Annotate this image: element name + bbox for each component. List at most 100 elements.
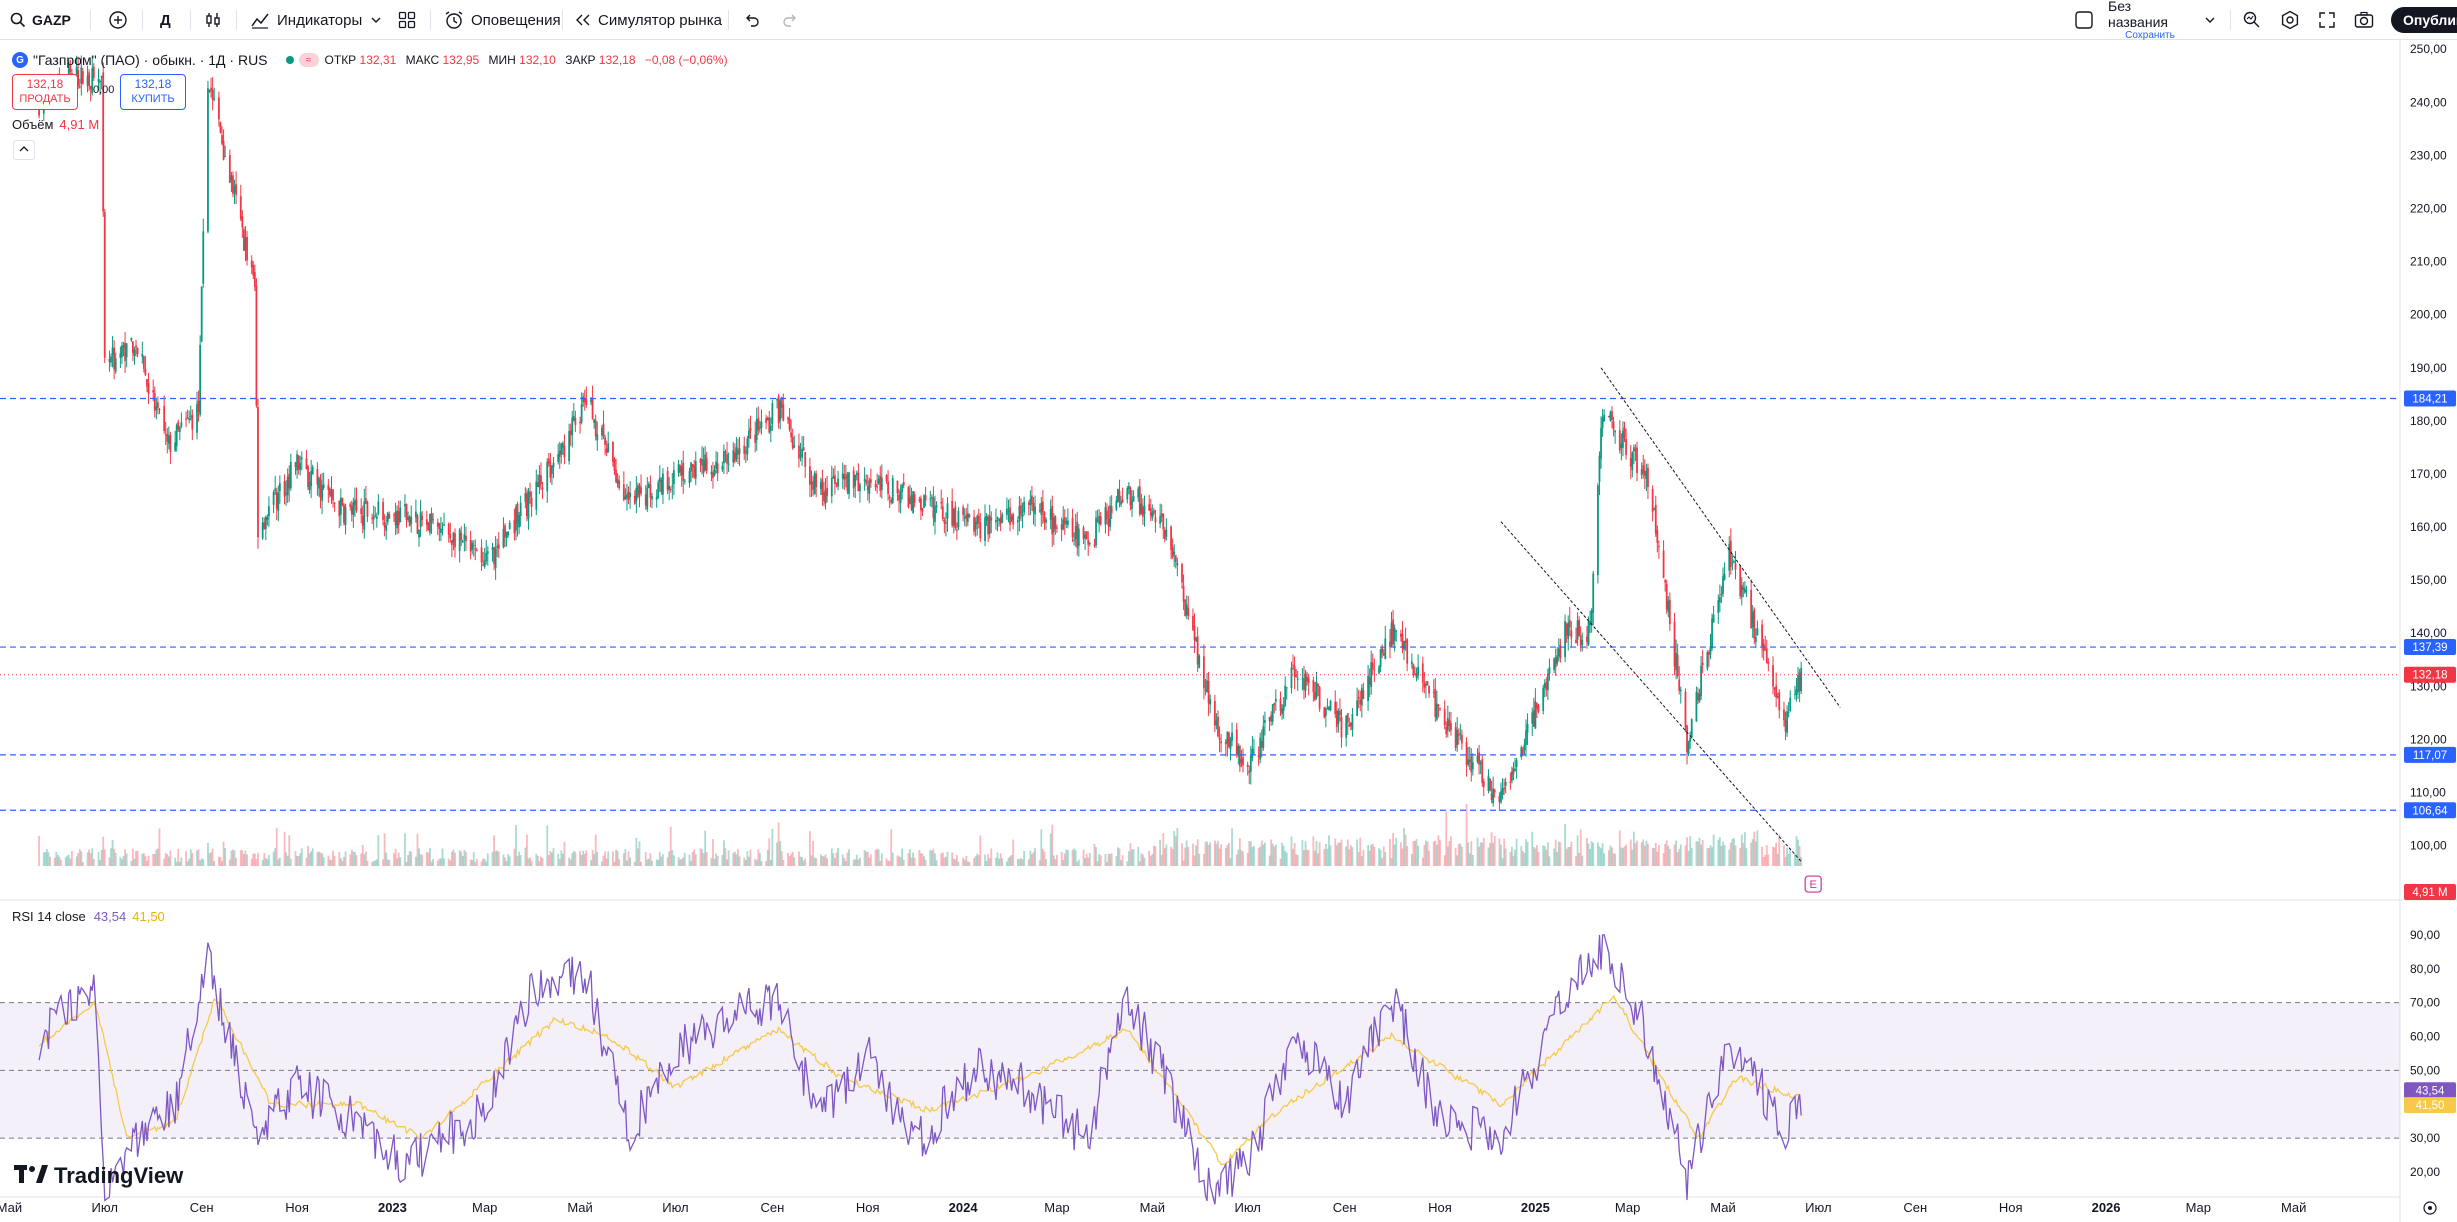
time-axis-label: Мар	[2186, 1200, 2211, 1215]
volume-bar	[669, 826, 672, 866]
bar-style-button[interactable]	[204, 0, 222, 40]
volume-bar	[1110, 853, 1113, 866]
candle-body	[69, 65, 72, 73]
candle-body	[690, 462, 692, 472]
volume-bar	[88, 849, 91, 866]
rsi-legend[interactable]: RSI 14 close 43,54 41,50	[12, 909, 165, 924]
volume-bar	[1773, 847, 1776, 866]
compare-button[interactable]	[108, 0, 128, 40]
candle-body	[699, 458, 702, 463]
volume-bar	[1446, 846, 1449, 866]
volume-bar	[497, 851, 500, 866]
candle-body	[1041, 501, 1044, 512]
volume-bar	[866, 851, 869, 866]
candle-body	[1490, 793, 1493, 800]
candle-body	[973, 516, 975, 532]
volume-bar	[1784, 856, 1787, 866]
quick-search-button[interactable]	[2242, 0, 2262, 40]
volume-bar	[624, 849, 627, 866]
candle-body	[1695, 692, 1698, 722]
tradingview-logo[interactable]: TradingView	[14, 1163, 183, 1189]
time-axis-label: Сен	[190, 1200, 214, 1215]
buy-button[interactable]: 132,18 КУПИТЬ	[120, 74, 186, 110]
candle-body	[1242, 757, 1244, 766]
candle-body	[1492, 788, 1495, 804]
volume-bar	[1581, 855, 1584, 866]
rsi-value-label-bg	[2404, 1082, 2456, 1099]
volume-legend[interactable]: Объём 4,91 M	[12, 117, 99, 132]
candle-body	[1154, 517, 1157, 523]
volume-bar	[1018, 859, 1021, 866]
volume-bar	[1708, 848, 1710, 866]
candle-body	[1148, 504, 1151, 511]
layout-checkbox[interactable]	[2074, 0, 2094, 40]
volume-bar	[879, 860, 882, 866]
chart-canvas[interactable]: E250,00240,00230,00220,00210,00200,00190…	[0, 40, 2457, 1222]
volume-bar	[1695, 841, 1698, 866]
candle-body	[791, 437, 794, 449]
volume-bar	[419, 854, 422, 866]
volume-bar	[1215, 843, 1218, 866]
volume-bar	[516, 856, 519, 866]
candle-body	[1434, 688, 1437, 717]
layout-menu-button[interactable]	[2204, 0, 2216, 40]
candle-body	[1142, 506, 1144, 517]
fullscreen-button[interactable]	[2318, 0, 2336, 40]
volume-bar	[166, 854, 169, 866]
rsi-axis-tick: 50,00	[2410, 1063, 2440, 1077]
redo-button[interactable]	[782, 0, 798, 40]
candle-body	[863, 479, 866, 481]
interval-button[interactable]: Д	[160, 0, 171, 40]
candle-body	[823, 492, 825, 502]
volume-bar	[683, 852, 686, 866]
settings-button[interactable]	[2280, 0, 2300, 40]
data-flag-badge[interactable]: ≈	[298, 53, 319, 67]
candle-body	[485, 552, 488, 562]
volume-bar	[1439, 839, 1441, 866]
volume-bar	[1406, 846, 1409, 866]
candle-body	[1270, 715, 1273, 722]
volume-bar	[1643, 845, 1646, 866]
candle-body	[1185, 604, 1188, 615]
candle-body	[311, 467, 314, 475]
volume-bar	[854, 859, 857, 866]
candle-body	[633, 495, 636, 504]
candle-body	[885, 475, 888, 481]
volume-bar	[1503, 838, 1506, 866]
volume-bar	[1709, 845, 1712, 866]
candle-body	[296, 454, 298, 471]
volume-bar	[1207, 844, 1210, 866]
volume-bar	[563, 841, 566, 866]
alerts-button[interactable]: Оповещения	[444, 0, 561, 40]
volume-bar	[1632, 831, 1635, 866]
market-status-icon[interactable]	[285, 56, 294, 64]
symbol-title[interactable]: "Газпром" (ПАО) · обыкн. · 1Д · RUS	[33, 52, 268, 68]
volume-bar	[758, 852, 761, 866]
volume-bar	[637, 848, 639, 866]
candle-body	[1773, 687, 1776, 690]
candle-body	[1400, 633, 1402, 637]
volume-bar	[1041, 848, 1044, 866]
candle-body	[1215, 720, 1218, 726]
candle-body	[1795, 689, 1798, 695]
publish-button[interactable]: Опубликовать	[2391, 7, 2457, 33]
candle-body	[250, 260, 253, 268]
collapse-legend-button[interactable]	[13, 140, 35, 160]
time-scale-settings-icon[interactable]	[2423, 1201, 2437, 1215]
candle-body	[1021, 514, 1024, 517]
layouts-button[interactable]	[398, 0, 416, 40]
symbol-search-button[interactable]: GAZP	[10, 0, 71, 40]
volume-bar	[1370, 844, 1373, 866]
indicators-dropdown[interactable]	[370, 0, 382, 40]
layout-name-button[interactable]: Без названия Сохранить	[2108, 0, 2192, 41]
volume-bar	[1437, 835, 1440, 866]
sell-button[interactable]: 132,18 ПРОДАТЬ	[12, 74, 78, 110]
indicators-button[interactable]: Индикаторы	[250, 0, 362, 40]
high-value: 132,95	[442, 53, 480, 67]
snapshot-button[interactable]	[2354, 0, 2374, 40]
volume-bar	[339, 858, 342, 866]
volume-bar	[1052, 855, 1055, 866]
replay-button[interactable]: Симулятор рынка	[574, 0, 722, 40]
volume-bar	[1546, 842, 1549, 866]
undo-button[interactable]	[744, 0, 760, 40]
